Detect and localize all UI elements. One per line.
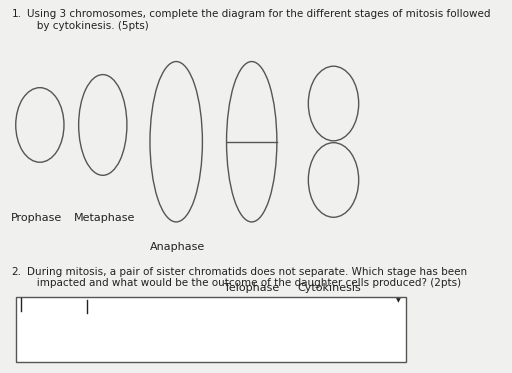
Text: Anaphase: Anaphase	[150, 242, 205, 253]
Text: Telophase: Telophase	[224, 283, 280, 294]
Text: 1.: 1.	[12, 9, 22, 19]
Text: Using 3 chromosomes, complete the diagram for the different stages of mitosis fo: Using 3 chromosomes, complete the diagra…	[27, 9, 491, 31]
Text: Cytokinesis: Cytokinesis	[298, 283, 361, 294]
Text: ▼: ▼	[396, 298, 401, 303]
Text: Metaphase: Metaphase	[73, 213, 135, 223]
Text: Prophase: Prophase	[11, 213, 62, 223]
Text: 2.: 2.	[12, 267, 22, 277]
Bar	[16, 297, 406, 362]
Text: During mitosis, a pair of sister chromatids does not separate. Which stage has b: During mitosis, a pair of sister chromat…	[27, 267, 467, 288]
